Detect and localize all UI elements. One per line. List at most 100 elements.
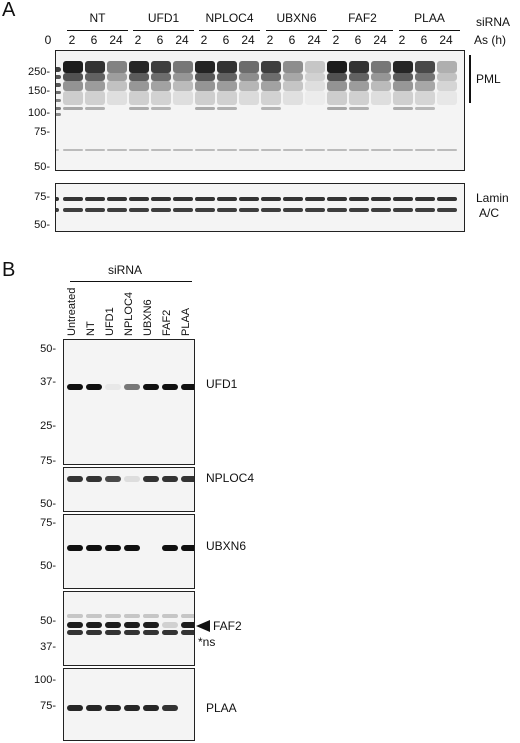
group-label-nploc4: NPLOC4 — [205, 11, 254, 25]
lane-label: 24 — [175, 33, 189, 47]
pml-faint-band — [239, 149, 259, 151]
pml-faint-band — [85, 149, 105, 151]
lane-label: 2 — [68, 33, 76, 47]
pml-smear — [173, 61, 193, 73]
pml-band — [151, 107, 171, 110]
lamin-a-band — [107, 197, 127, 201]
lane-label: 2 — [398, 33, 406, 47]
lane-label: 2 — [266, 33, 274, 47]
pml-smear — [415, 81, 435, 91]
lane-label-ubxn6: UBXN6 — [142, 299, 154, 336]
lamin-a-band — [217, 197, 237, 201]
pml-smear — [107, 61, 127, 73]
pml-smear — [393, 61, 413, 73]
pml-band — [85, 107, 105, 110]
pml-faint-band — [327, 149, 347, 151]
pml-smear — [349, 91, 369, 105]
pml-bracket — [469, 55, 471, 103]
blot-band — [181, 384, 194, 390]
blot-band — [124, 384, 140, 390]
group-bar-ubxn6 — [266, 30, 327, 31]
blot-band — [105, 476, 121, 482]
group-bar-plaa — [399, 30, 460, 31]
pml-smear — [437, 61, 457, 73]
pml-smear — [195, 61, 215, 73]
blot-label-faf2: FAF2 — [213, 619, 242, 633]
blot-image-plaa — [67, 705, 178, 711]
lamin-a-band — [305, 197, 325, 201]
pml-band — [415, 107, 435, 110]
lamin-a-band — [239, 197, 259, 201]
mw-marker: 75- — [40, 700, 56, 712]
pml-smear — [173, 73, 193, 81]
pml-smear — [173, 81, 193, 91]
pml-smear — [239, 91, 259, 105]
lamin-c-band — [217, 208, 237, 212]
mw-marker: 100- — [27, 107, 50, 119]
pml-smear — [63, 73, 83, 81]
pml-smear — [349, 73, 369, 81]
pml-smear — [217, 81, 237, 91]
lamin-a-band — [283, 197, 303, 201]
blot-image-nploc4 — [67, 476, 194, 482]
blot-band — [124, 622, 140, 628]
pml-smear — [107, 73, 127, 81]
pml-smear — [393, 91, 413, 105]
pml-smear — [327, 81, 347, 91]
pml-faint-band — [195, 149, 215, 151]
pml-smear — [283, 91, 303, 105]
pml-band — [56, 75, 61, 79]
pml-faint-band — [261, 149, 281, 151]
lamin-a-band — [173, 197, 193, 201]
pml-faint-band — [151, 149, 171, 151]
mw-marker: 37- — [40, 641, 56, 653]
blot-image-ufd1 — [67, 384, 194, 390]
blot-image-ubxn6 — [67, 545, 194, 551]
pml-faint-band — [107, 149, 127, 151]
lamin-c-band — [151, 208, 171, 212]
pml-smear — [283, 81, 303, 91]
pml-smear — [217, 73, 237, 81]
lane-label: 24 — [439, 33, 453, 47]
pml-smear — [437, 81, 457, 91]
lamin-a-band — [195, 197, 215, 201]
lamin-c-band — [173, 208, 193, 212]
blot-band — [162, 622, 178, 628]
lamin-a-band — [415, 197, 435, 201]
pml-smear — [85, 73, 105, 81]
mw-marker: 50- — [34, 219, 50, 231]
lane-label: 6 — [90, 33, 98, 47]
lamin-c-band — [415, 208, 435, 212]
pml-band — [349, 107, 369, 110]
ns-label: *ns — [198, 635, 216, 649]
group-label-nt: NT — [89, 11, 106, 25]
blot-band — [143, 384, 159, 390]
lane-label: 2 — [134, 33, 142, 47]
pml-smear — [327, 61, 347, 73]
pml-faint-band — [63, 149, 83, 151]
mw-marker: 75- — [34, 126, 50, 138]
pml-smear — [349, 61, 369, 73]
mw-marker: 25- — [40, 420, 56, 432]
pml-smear — [129, 73, 149, 81]
lamin-c-band — [56, 208, 59, 212]
faint-band — [105, 614, 121, 618]
lamin-blot-image — [56, 197, 457, 212]
panel-a-as-label: As (h) — [474, 33, 507, 47]
pml-smear — [151, 73, 171, 81]
blot-band — [124, 705, 140, 711]
blot-band — [86, 545, 102, 551]
blot-band — [181, 476, 194, 482]
pml-smear — [217, 91, 237, 105]
ns-band — [181, 630, 194, 635]
lamin-c-band — [327, 208, 347, 212]
mw-marker: 75- — [34, 191, 50, 203]
lane-label-ufd1: UFD1 — [104, 307, 116, 336]
pml-faint-band — [173, 149, 193, 151]
pml-faint-band — [349, 149, 369, 151]
blot-label-plaa: PLAA — [206, 701, 237, 715]
group-label-plaa: PLAA — [414, 11, 445, 25]
lamin-blot — [55, 183, 465, 232]
group-label-faf2: FAF2 — [348, 11, 377, 25]
lane-label: 0 — [44, 33, 52, 47]
